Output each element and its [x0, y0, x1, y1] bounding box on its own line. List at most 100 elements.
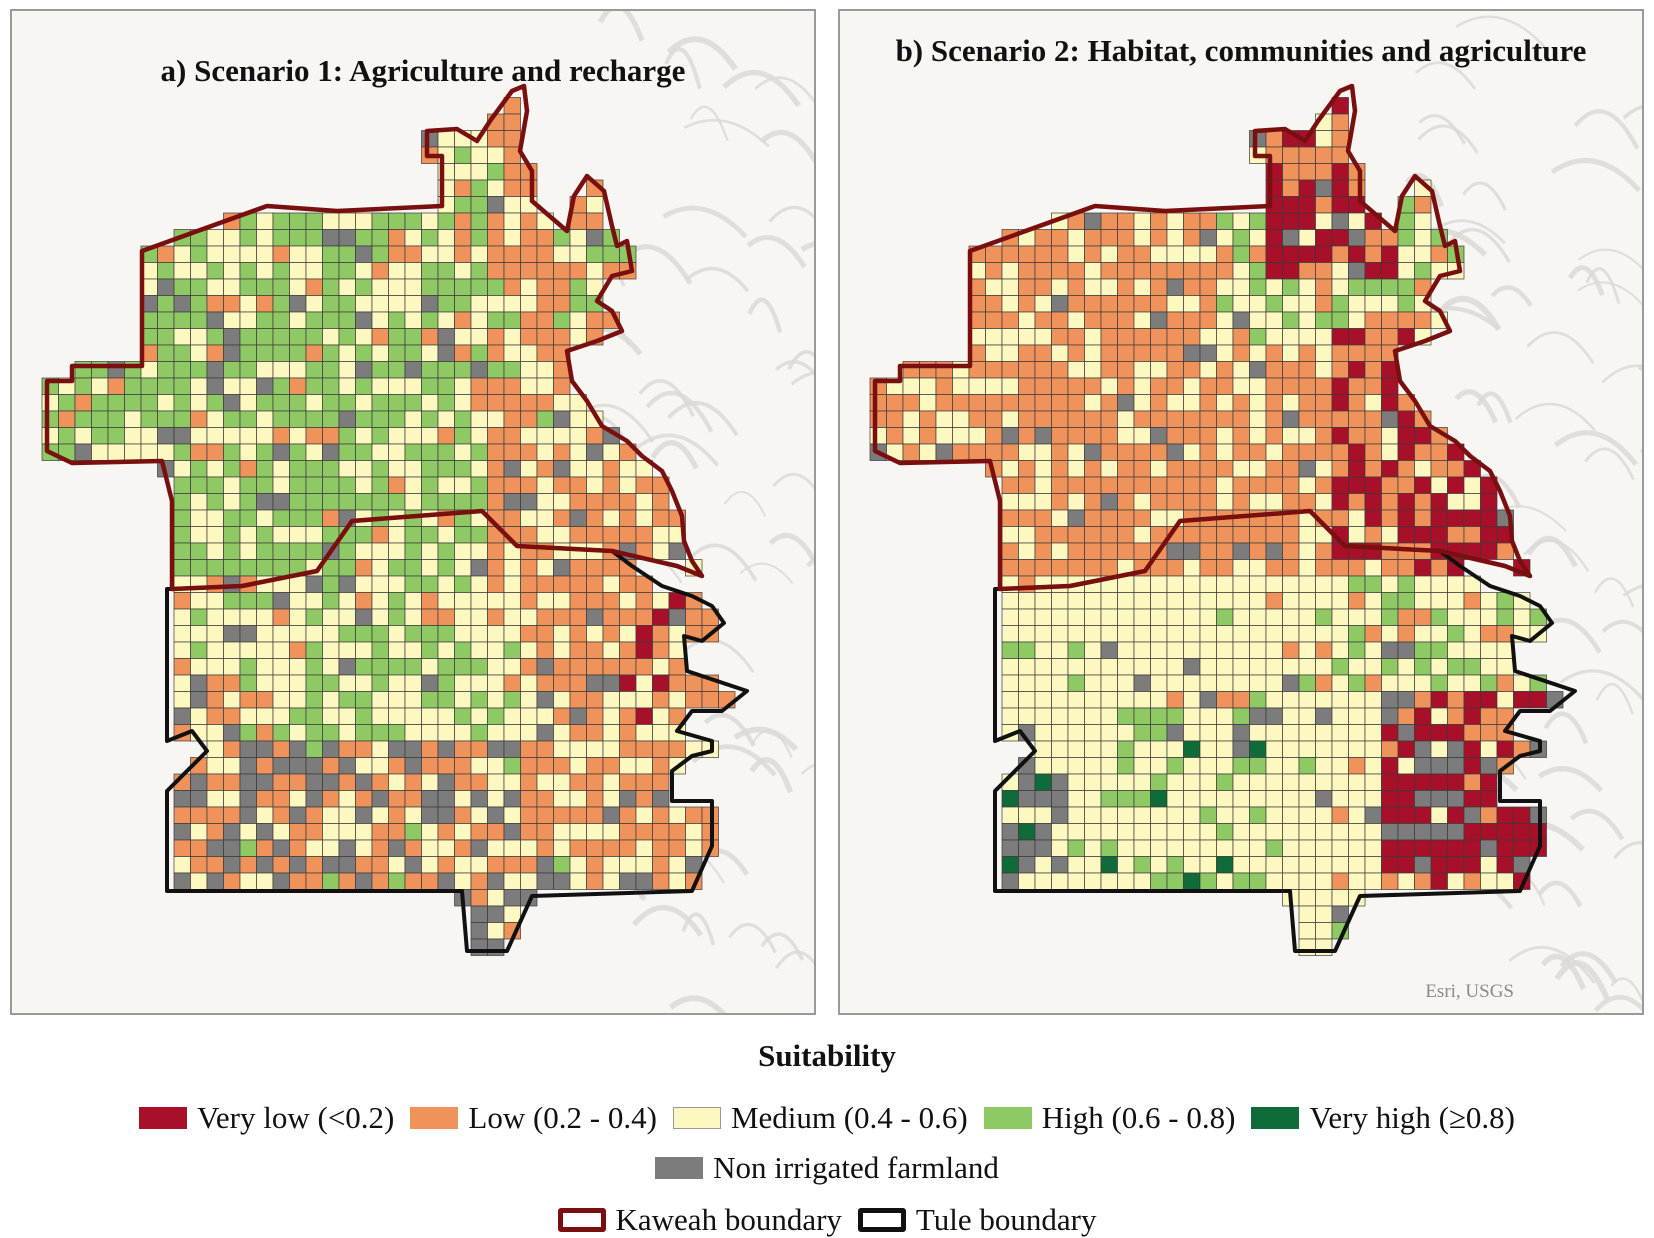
grid-cell	[41, 410, 59, 428]
grid-cell	[124, 377, 142, 395]
grid-cell	[1034, 526, 1052, 544]
grid-cell	[289, 377, 307, 395]
grid-cell	[1216, 790, 1234, 808]
grid-cell	[157, 262, 175, 280]
grid-cell	[404, 658, 422, 676]
grid-cell	[1381, 592, 1399, 610]
grid-cell	[305, 427, 323, 445]
grid-cell	[388, 707, 406, 725]
grid-cell	[1430, 872, 1448, 890]
grid-cell	[1150, 410, 1168, 428]
grid-cell	[272, 839, 290, 857]
grid-cell	[437, 757, 455, 775]
grid-cell	[1034, 674, 1052, 692]
grid-cell	[1414, 427, 1432, 445]
grid-cell	[1232, 625, 1250, 643]
grid-cell	[157, 328, 175, 346]
grid-cell	[652, 625, 670, 643]
grid-cell	[1381, 839, 1399, 857]
grid-cell	[553, 278, 571, 296]
grid-cell	[470, 575, 488, 593]
grid-cell	[1084, 509, 1102, 527]
grid-cell	[421, 691, 439, 709]
grid-cell	[322, 625, 340, 643]
grid-cell	[1364, 509, 1382, 527]
grid-cell	[305, 493, 323, 511]
grid-cell	[602, 740, 620, 758]
grid-cell	[569, 872, 587, 890]
grid-cell	[1166, 394, 1184, 412]
grid-cell	[536, 608, 554, 626]
grid-cell	[1480, 707, 1498, 725]
grid-cell	[1100, 839, 1118, 857]
grid-cell	[421, 707, 439, 725]
grid-cell	[503, 559, 521, 577]
grid-cell	[1199, 790, 1217, 808]
grid-cell	[371, 823, 389, 841]
grid-cell	[569, 740, 587, 758]
grid-cell	[635, 757, 653, 775]
grid-cell	[322, 328, 340, 346]
grid-cell	[487, 806, 505, 824]
grid-cell	[437, 427, 455, 445]
grid-cell	[1150, 229, 1168, 247]
grid-cell	[1496, 608, 1514, 626]
grid-cell	[1034, 641, 1052, 659]
grid-cell	[1183, 278, 1201, 296]
grid-cell	[1463, 707, 1481, 725]
grid-cell	[536, 344, 554, 362]
grid-cell	[173, 328, 191, 346]
grid-cell	[536, 757, 554, 775]
grid-cell	[1348, 526, 1366, 544]
grid-cell	[1051, 707, 1069, 725]
grid-cell	[371, 608, 389, 626]
grid-cell	[388, 262, 406, 280]
grid-cell	[1133, 427, 1151, 445]
grid-cell	[1381, 641, 1399, 659]
grid-cell	[322, 691, 340, 709]
grid-cell	[437, 460, 455, 478]
grid-cell	[487, 410, 505, 428]
grid-cell	[569, 575, 587, 593]
grid-cell	[272, 311, 290, 329]
grid-cell	[1199, 493, 1217, 511]
grid-cell	[190, 377, 208, 395]
grid-cell	[305, 295, 323, 313]
grid-cell	[1282, 460, 1300, 478]
grid-cell	[520, 559, 538, 577]
grid-cell	[553, 757, 571, 775]
grid-cell	[454, 212, 472, 230]
grid-cell	[454, 311, 472, 329]
grid-cell	[985, 278, 1003, 296]
grid-cell	[520, 328, 538, 346]
grid-cell	[1034, 328, 1052, 346]
grid-cell	[619, 707, 637, 725]
grid-cell	[1150, 328, 1168, 346]
grid-cell	[520, 179, 538, 197]
grid-cell	[569, 245, 587, 263]
grid-cell	[470, 493, 488, 511]
grid-cell	[388, 592, 406, 610]
grid-cell	[1364, 476, 1382, 494]
grid-cell	[619, 493, 637, 511]
grid-cell	[338, 245, 356, 263]
grid-cell	[1447, 872, 1465, 890]
grid-cell	[1414, 724, 1432, 742]
grid-cell	[1216, 262, 1234, 280]
grid-cell	[1348, 410, 1366, 428]
grid-cell	[421, 361, 439, 379]
grid-cell	[404, 262, 422, 280]
grid-cell	[1315, 938, 1333, 956]
grid-cell	[272, 790, 290, 808]
grid-cell	[190, 856, 208, 874]
grid-cell	[1397, 311, 1415, 329]
grid-cell	[985, 394, 1003, 412]
grid-cell	[305, 476, 323, 494]
grid-cell	[1282, 691, 1300, 709]
grid-cell	[1133, 460, 1151, 478]
grid-cell	[1051, 460, 1069, 478]
grid-cell	[1018, 262, 1036, 280]
grid-cell	[1166, 262, 1184, 280]
grid-cell	[1150, 641, 1168, 659]
grid-cell	[404, 394, 422, 412]
